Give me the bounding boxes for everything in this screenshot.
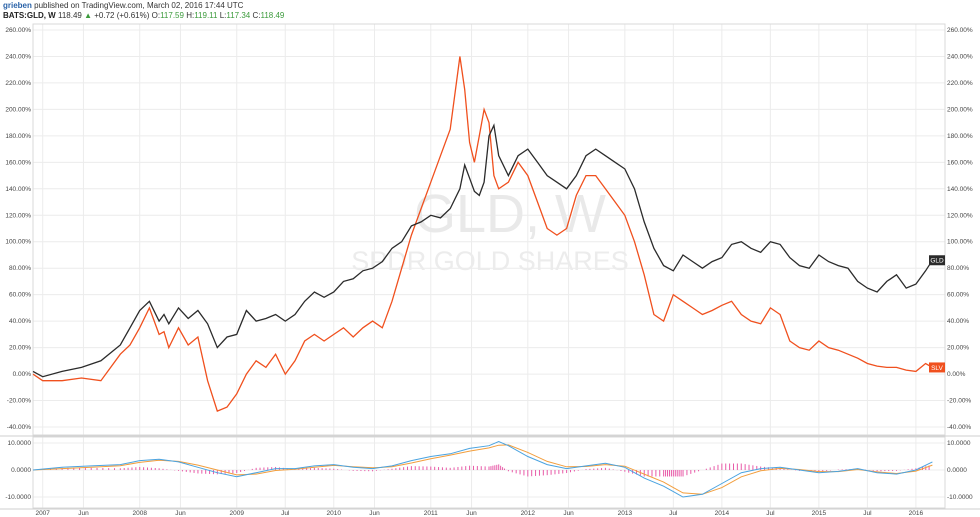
signal-line [32,444,933,495]
y-tick-label-left: 80.00% [9,265,31,272]
x-tick-label: 2011 [424,510,438,517]
x-tick-label: Jul [669,510,678,517]
x-tick-label: Jun [78,510,89,517]
macd-line [32,441,933,498]
y-tick-label-left: 0.00% [13,371,32,378]
publish-info: published on TradingView.com, March 02, … [34,1,244,10]
y-tick-label-right: 160.00% [947,159,973,166]
last-price: 118.49 [57,11,82,20]
x-tick-label: 2016 [909,510,924,517]
y-tick-label-left: -20.00% [7,398,31,405]
macd-tick-label-left: -10.0000 [5,494,31,501]
publish-line: grieben published on TradingView.com, Ma… [3,1,243,11]
x-tick-label: 2014 [715,510,730,517]
slv-series-line [32,56,933,412]
y-tick-label-left: 20.00% [9,345,31,352]
y-tick-label-left: 140.00% [5,186,31,193]
macd-tick-label-right: 0.0000 [947,467,967,474]
x-tick-label: 2007 [35,510,50,517]
watermark-name: SPDR GOLD SHARES [351,246,629,276]
open-value: 117.59 [160,11,184,20]
gld-tag-label: GLD [930,258,944,265]
price-change: +0.72 (+0.61%) [94,11,150,20]
x-tick-label: Jun [369,510,380,517]
y-tick-label-left: 40.00% [9,318,31,325]
y-tick-label-left: 160.00% [5,159,31,166]
y-tick-label-right: 60.00% [947,292,969,299]
macd-tick-label-right: -10.0000 [947,494,973,501]
x-tick-label: Jul [281,510,290,517]
y-tick-label-right: 40.00% [947,318,969,325]
slv-tag-box [929,362,945,373]
y-tick-label-left: 260.00% [5,27,31,34]
x-tick-label: 2015 [812,510,827,517]
x-tick-label: 2013 [618,510,633,517]
x-tick-label: Jun [563,510,574,517]
y-tick-label-left: 200.00% [5,106,31,113]
y-tick-label-right: 240.00% [947,53,973,60]
macd-tick-label-left: 0.0000 [11,467,31,474]
gld-series-line [32,123,933,378]
low-value: 117.34 [226,11,251,20]
close-label: C: [252,11,261,20]
macd-tick-label-right: 10.0000 [947,440,971,447]
gld-tag-box [929,255,945,266]
low-label: L: [219,11,227,20]
x-tick-label: Jun [466,510,477,517]
high-label: H: [186,11,195,20]
watermark-symbol: GLD, W [414,184,606,244]
open-label: O: [151,11,161,20]
macd-pane-frame [32,436,946,509]
high-value: 119.11 [194,11,218,20]
y-tick-label-left: 240.00% [5,53,31,60]
y-tick-label-right: 120.00% [947,212,973,219]
x-tick-label: 2008 [132,510,147,517]
y-tick-label-right: 200.00% [947,106,973,113]
x-tick-label: 2012 [521,510,536,517]
y-tick-label-right: -40.00% [947,424,971,431]
main-pane-frame [32,23,946,436]
y-tick-label-right: 140.00% [947,186,973,193]
y-tick-label-left: 100.00% [5,239,31,246]
y-tick-label-right: 220.00% [947,80,973,87]
symbol-name[interactable]: BATS:GLD, W [3,11,56,20]
y-tick-label-left: 60.00% [9,292,31,299]
y-tick-label-right: 180.00% [947,133,973,140]
y-tick-label-right: 260.00% [947,27,973,34]
y-tick-label-left: -40.00% [7,424,31,431]
y-tick-label-right: -20.00% [947,398,971,405]
y-tick-label-left: 180.00% [5,133,31,140]
close-value: 118.49 [260,11,285,20]
macd-tick-label-left: 10.0000 [8,440,32,447]
y-tick-label-right: 80.00% [947,265,969,272]
x-tick-label: Jun [175,510,186,517]
slv-tag-label: SLV [931,365,943,372]
y-tick-label-left: 120.00% [5,212,31,219]
symbol-line: BATS:GLD, W 118.49 ▲ +0.72 (+0.61%) O:11… [3,11,284,21]
author-link[interactable]: grieben [3,1,32,10]
y-tick-label-left: 220.00% [5,80,31,87]
up-arrow-icon: ▲ [84,11,92,20]
y-tick-label-right: 0.00% [947,371,966,378]
x-tick-label: Jul [863,510,872,517]
y-tick-label-right: 100.00% [947,239,973,246]
x-tick-label: Jul [766,510,775,517]
x-tick-label: 2010 [327,510,342,517]
y-tick-label-right: 20.00% [947,345,969,352]
x-tick-label: 2009 [230,510,245,517]
